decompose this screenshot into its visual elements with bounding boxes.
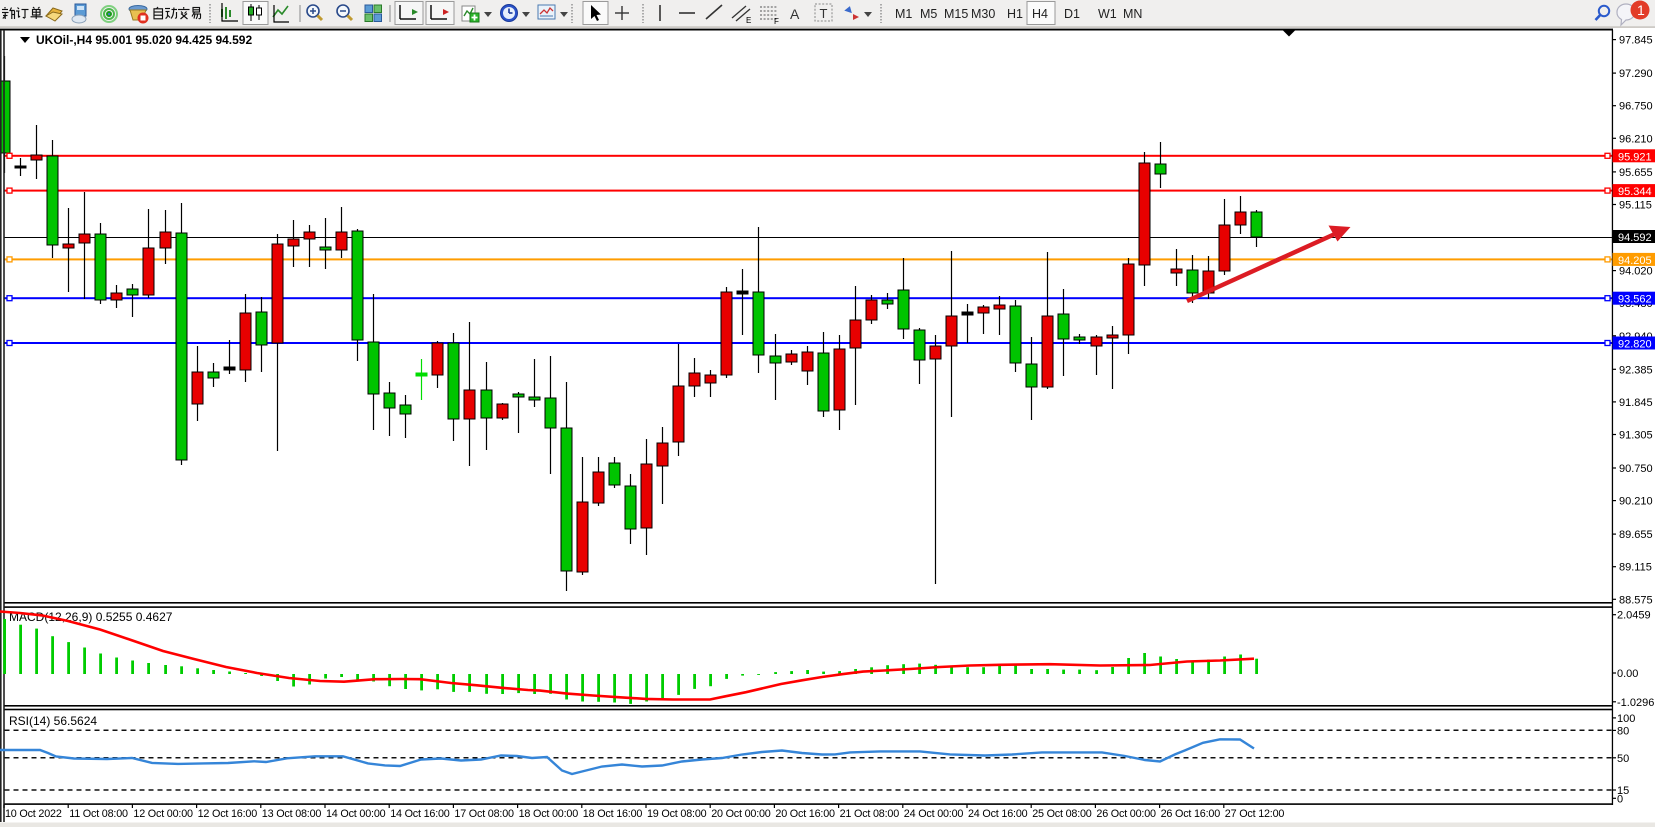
svg-text:92.385: 92.385: [1619, 364, 1653, 376]
svg-text:94.592: 94.592: [1618, 232, 1652, 244]
svg-text:UKOil-,H4 95.001 95.020 94.42: UKOil-,H4 95.001 95.020 94.425 94.592: [36, 33, 252, 47]
svg-text:89.115: 89.115: [1619, 562, 1652, 574]
svg-text:26 Oct 16:00: 26 Oct 16:00: [1161, 808, 1221, 820]
svg-text:0: 0: [1617, 793, 1623, 805]
svg-text:93.562: 93.562: [1618, 294, 1652, 306]
svg-text:T: T: [820, 6, 828, 21]
svg-text:0.00: 0.00: [1617, 668, 1638, 680]
svg-text:96.210: 96.210: [1619, 133, 1653, 145]
svg-text:21 Oct 08:00: 21 Oct 08:00: [840, 808, 900, 820]
svg-text:W1: W1: [1098, 7, 1117, 21]
svg-text:H4: H4: [1032, 7, 1048, 21]
svg-text:M15: M15: [944, 7, 968, 21]
svg-text:95.344: 95.344: [1618, 186, 1652, 198]
svg-text:19 Oct 08:00: 19 Oct 08:00: [647, 808, 707, 820]
svg-text:27 Oct 12:00: 27 Oct 12:00: [1225, 808, 1285, 820]
svg-text:15: 15: [1617, 785, 1629, 797]
svg-text:95.115: 95.115: [1619, 200, 1652, 212]
svg-text:96.750: 96.750: [1619, 101, 1653, 113]
svg-text:97.845: 97.845: [1619, 35, 1653, 47]
svg-text:1: 1: [1637, 2, 1645, 18]
svg-text:F: F: [774, 17, 779, 26]
svg-text:20 Oct 16:00: 20 Oct 16:00: [775, 808, 835, 820]
svg-text:MN: MN: [1123, 7, 1142, 21]
svg-text:12 Oct 00:00: 12 Oct 00:00: [133, 808, 193, 820]
svg-text:17 Oct 08:00: 17 Oct 08:00: [454, 808, 514, 820]
svg-text:88.575: 88.575: [1619, 594, 1653, 606]
svg-text:94.205: 94.205: [1618, 255, 1652, 267]
svg-text:20 Oct 00:00: 20 Oct 00:00: [711, 808, 771, 820]
svg-text:95.921: 95.921: [1618, 151, 1652, 163]
svg-text:95.655: 95.655: [1619, 167, 1653, 179]
svg-text:90.750: 90.750: [1619, 463, 1653, 475]
svg-text:13 Oct 08:00: 13 Oct 08:00: [262, 808, 322, 820]
svg-text:H1: H1: [1007, 7, 1023, 21]
svg-text:25 Oct 08:00: 25 Oct 08:00: [1032, 808, 1092, 820]
svg-text:RSI(14) 56.5624: RSI(14) 56.5624: [9, 714, 97, 728]
svg-text:M1: M1: [895, 7, 912, 21]
svg-text:10 Oct 2022: 10 Oct 2022: [5, 808, 62, 820]
svg-text:90.210: 90.210: [1619, 496, 1653, 508]
svg-text:100: 100: [1617, 713, 1635, 725]
svg-text:24 Oct 00:00: 24 Oct 00:00: [904, 808, 964, 820]
svg-text:14 Oct 16:00: 14 Oct 16:00: [390, 808, 450, 820]
svg-text:97.290: 97.290: [1619, 68, 1653, 80]
svg-text:14 Oct 00:00: 14 Oct 00:00: [326, 808, 386, 820]
svg-text:26 Oct 00:00: 26 Oct 00:00: [1096, 808, 1156, 820]
svg-text:M30: M30: [971, 7, 995, 21]
svg-text:50: 50: [1617, 753, 1629, 765]
svg-text:24 Oct 16:00: 24 Oct 16:00: [968, 808, 1028, 820]
svg-text:91.845: 91.845: [1619, 397, 1653, 409]
svg-text:2.0459: 2.0459: [1617, 610, 1651, 622]
svg-text:91.305: 91.305: [1619, 430, 1653, 442]
svg-text:94.020: 94.020: [1619, 266, 1653, 278]
svg-text:11 Oct 08:00: 11 Oct 08:00: [69, 808, 128, 820]
svg-text:MACD(12,26,9) 0.5255 0.4627: MACD(12,26,9) 0.5255 0.4627: [9, 610, 173, 624]
svg-text:-1.0296: -1.0296: [1617, 697, 1654, 709]
svg-text:92.820: 92.820: [1618, 339, 1652, 351]
svg-text:D1: D1: [1064, 7, 1080, 21]
svg-text:A: A: [790, 6, 800, 22]
svg-text:M5: M5: [920, 7, 937, 21]
svg-text:E: E: [746, 16, 751, 25]
svg-text:80: 80: [1617, 725, 1629, 737]
svg-text:89.655: 89.655: [1619, 529, 1653, 541]
svg-text:18 Oct 16:00: 18 Oct 16:00: [583, 808, 643, 820]
svg-text:12 Oct 16:00: 12 Oct 16:00: [198, 808, 258, 820]
svg-text:18 Oct 00:00: 18 Oct 00:00: [519, 808, 579, 820]
